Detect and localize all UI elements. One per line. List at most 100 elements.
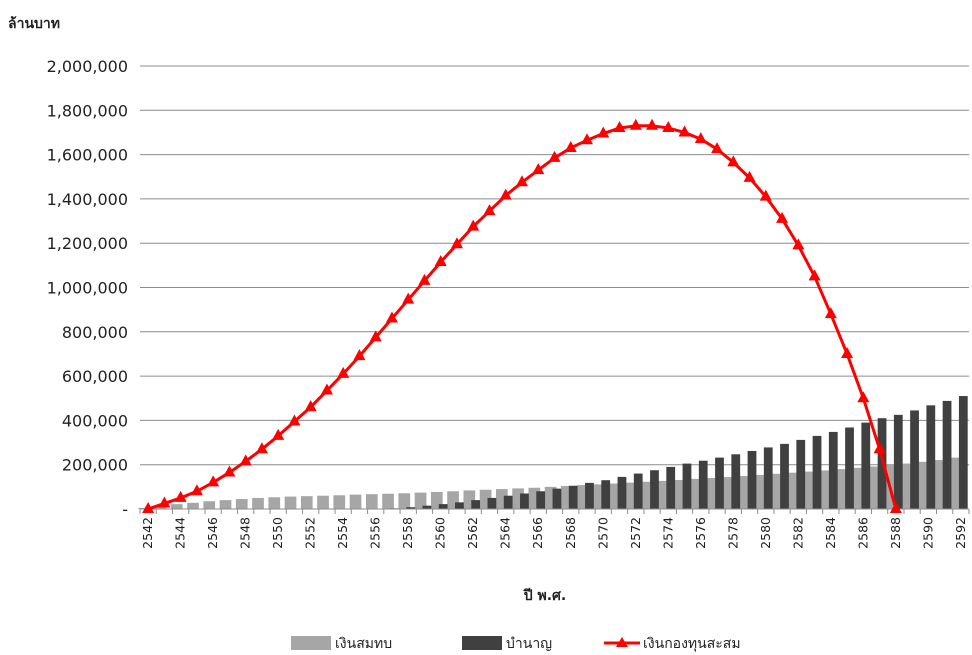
x-tick-label: 2544	[173, 517, 188, 549]
x-tick-label: 2586	[855, 517, 870, 549]
pension-bar	[926, 405, 936, 509]
pension-bar	[406, 507, 416, 509]
accumulated-fund-line	[142, 118, 902, 513]
x-tick-label: 2568	[563, 517, 578, 549]
contribution-bar	[739, 475, 752, 509]
pension-bar	[910, 410, 919, 509]
contribution-bar	[821, 470, 833, 509]
pension-bar	[796, 439, 806, 509]
x-tick-label: 2560	[433, 517, 448, 549]
legend-label-contribution: เงินสมทบ	[335, 636, 392, 652]
legend-swatch-contribution	[291, 636, 331, 650]
x-tick-label: 2584	[823, 517, 838, 549]
accumulated-fund-point	[564, 140, 577, 152]
contribution-bar	[365, 494, 378, 509]
accumulated-fund-point	[515, 175, 528, 187]
contribution-bar	[300, 496, 313, 509]
accumulated-fund-point	[792, 238, 805, 250]
contribution-bar	[317, 495, 329, 509]
contribution-bar	[333, 495, 346, 509]
x-tick-label: 2574	[660, 517, 675, 549]
x-tick-label: 2558	[400, 517, 415, 549]
accumulated-fund-point	[239, 454, 252, 466]
pension-bar	[650, 470, 659, 509]
legend-label-fund: เงินกองทุนสะสม	[643, 636, 741, 652]
contribution-bar	[463, 490, 476, 509]
contribution-bar	[447, 491, 459, 509]
pension-bar	[601, 480, 611, 509]
x-tick-label: 2564	[498, 517, 513, 549]
x-tick-label: 2576	[693, 517, 708, 549]
accumulated-fund-point	[499, 188, 512, 200]
accumulated-fund-point	[711, 142, 724, 154]
accumulated-fund-point	[337, 366, 350, 378]
contribution-bar	[837, 469, 850, 509]
y-tick-label: 400,000	[62, 411, 128, 430]
x-tick-label: 2580	[758, 517, 773, 549]
contribution-bar	[219, 500, 232, 509]
accumulated-fund-point	[629, 118, 642, 130]
accumulated-fund-point	[369, 330, 382, 342]
y-tick-label: 1,400,000	[47, 190, 128, 209]
accumulated-fund-point	[776, 211, 789, 223]
x-tick-label: 2548	[238, 517, 253, 549]
pension-bar	[942, 400, 952, 509]
accumulated-fund-point	[873, 442, 886, 454]
x-axis	[139, 508, 970, 514]
contribution-bar	[349, 494, 362, 509]
contribution-bar	[934, 460, 947, 509]
accumulated-fund-point	[678, 125, 691, 137]
accumulated-fund-point	[272, 428, 285, 440]
accumulated-fund-point	[857, 391, 870, 403]
pension-bar	[520, 493, 529, 509]
pension-bar	[666, 466, 676, 509]
y-tick-label: 1,000,000	[47, 279, 128, 298]
contribution-bar	[772, 473, 785, 509]
contribution-bar	[674, 479, 687, 509]
legend-marker-fund	[616, 637, 628, 647]
accumulated-fund-point	[142, 502, 155, 513]
pension-bar	[893, 414, 903, 509]
accumulated-fund-point	[450, 237, 463, 249]
contribution-bar	[853, 467, 866, 509]
pension-bar	[812, 435, 822, 509]
pension-bar	[698, 460, 708, 509]
accumulated-fund-point	[662, 121, 675, 133]
pension-bar	[633, 473, 643, 509]
accumulated-fund-point	[190, 484, 203, 496]
accumulated-fund-point	[207, 475, 220, 487]
contribution-bar	[528, 487, 541, 509]
contribution-bar	[902, 463, 915, 509]
contribution-bar	[788, 472, 801, 509]
contribution-bar	[804, 471, 817, 509]
y-tick-label: 800,000	[62, 323, 128, 342]
accumulated-fund-point	[889, 502, 902, 513]
contribution-bar	[691, 478, 703, 509]
pension-bar	[487, 497, 497, 509]
contribution-bar	[252, 497, 264, 509]
contribution-bar	[886, 465, 898, 509]
contribution-bar	[138, 507, 151, 509]
accumulated-fund-point	[255, 442, 268, 454]
contribution-bar	[170, 504, 183, 509]
pension-bar	[503, 495, 513, 509]
contribution-bar	[187, 502, 199, 509]
pension-bar	[828, 431, 838, 509]
accumulated-fund-point	[727, 155, 740, 167]
pension-bar	[585, 482, 594, 509]
x-tick-label: 2588	[888, 517, 903, 549]
contribution-bar	[398, 493, 411, 509]
contribution-bar	[918, 461, 931, 509]
accumulated-fund-point	[597, 126, 610, 138]
accumulated-fund-point	[548, 150, 561, 162]
accumulated-fund-point	[288, 414, 301, 426]
pension-bar	[845, 427, 854, 509]
accumulated-fund-point	[402, 292, 415, 304]
accumulated-fund-point	[743, 170, 756, 182]
contribution-bar	[430, 491, 443, 509]
contribution-bar	[284, 496, 297, 509]
accumulated-fund-point	[759, 189, 772, 201]
pension-bar	[536, 491, 546, 509]
